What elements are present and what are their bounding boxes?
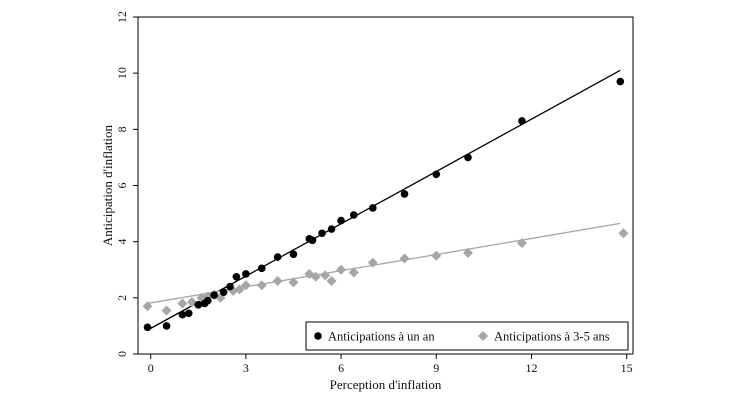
x-tick-label: 15 — [621, 361, 633, 375]
point-one-year — [143, 323, 152, 332]
legend-marker-three-five-year — [478, 331, 488, 341]
point-one-year — [232, 272, 241, 281]
point-three-five-year — [348, 267, 359, 278]
point-one-year — [178, 310, 187, 319]
point-one-year — [464, 153, 472, 162]
point-three-five-year — [399, 253, 410, 264]
point-one-year — [349, 211, 358, 219]
x-tick-label: 3 — [243, 361, 249, 375]
point-three-five-year — [256, 280, 267, 291]
point-one-year — [369, 204, 377, 212]
point-three-five-year — [240, 280, 251, 291]
legend: Anticipations à un an Anticipations à 3-5… — [305, 321, 629, 351]
point-one-year — [257, 264, 266, 273]
point-three-five-year — [463, 247, 473, 258]
legend-marker-one-year — [314, 332, 322, 340]
y-tick-label: 4 — [115, 239, 129, 245]
point-one-year — [162, 322, 171, 330]
point-one-year — [337, 216, 345, 225]
point-one-year — [432, 170, 441, 179]
legend-label-one-year: Anticipations à un an — [328, 330, 435, 344]
x-tick-label: 9 — [433, 361, 439, 375]
y-tick-label: 2 — [115, 295, 129, 301]
y-tick-label: 0 — [115, 351, 129, 357]
point-one-year — [289, 250, 298, 259]
point-three-five-year — [310, 271, 321, 282]
point-three-five-year — [234, 284, 245, 295]
point-one-year — [184, 309, 193, 318]
point-one-year — [194, 301, 203, 309]
point-one-year — [400, 190, 409, 198]
point-one-year — [327, 225, 336, 233]
point-three-five-year — [618, 228, 629, 239]
point-three-five-year — [516, 238, 527, 249]
point-one-year — [308, 236, 317, 245]
y-tick-label: 6 — [115, 183, 129, 189]
x-axis-ticks: 0 3 6 9 12 15 — [148, 354, 633, 375]
y-tick-label: 12 — [115, 11, 129, 23]
data-points — [142, 77, 629, 332]
legend-box — [305, 321, 629, 351]
point-three-five-year — [320, 270, 331, 281]
point-one-year — [210, 291, 218, 299]
y-tick-label: 8 — [115, 126, 129, 132]
point-one-year — [226, 282, 234, 291]
point-three-five-year — [186, 297, 197, 308]
point-three-five-year — [177, 298, 188, 309]
point-three-five-year — [367, 257, 378, 268]
point-one-year — [518, 117, 526, 125]
x-tick-label: 6 — [338, 361, 344, 375]
point-three-five-year — [142, 301, 153, 312]
point-three-five-year — [431, 250, 442, 261]
x-tick-label: 0 — [148, 361, 154, 375]
legend-label-three-five-year: Anticipations à 3-5 ans — [494, 330, 610, 344]
point-three-five-year — [326, 275, 337, 286]
point-one-year — [242, 270, 250, 278]
point-one-year — [616, 77, 625, 86]
point-one-year — [318, 229, 326, 238]
point-three-five-year — [272, 275, 283, 286]
x-tick-label: 12 — [525, 361, 537, 375]
point-three-five-year — [336, 264, 347, 275]
point-three-five-year — [161, 305, 172, 316]
y-axis-ticks: 0 2 4 6 8 10 12 — [115, 11, 138, 357]
point-one-year — [219, 288, 228, 297]
point-one-year — [204, 296, 212, 305]
y-tick-label: 10 — [115, 67, 129, 79]
point-three-five-year — [288, 277, 299, 288]
point-one-year — [273, 253, 282, 261]
x-axis-label: Perception d'inflation — [330, 377, 442, 392]
y-axis-label: Anticipation d'inflation — [100, 124, 115, 246]
